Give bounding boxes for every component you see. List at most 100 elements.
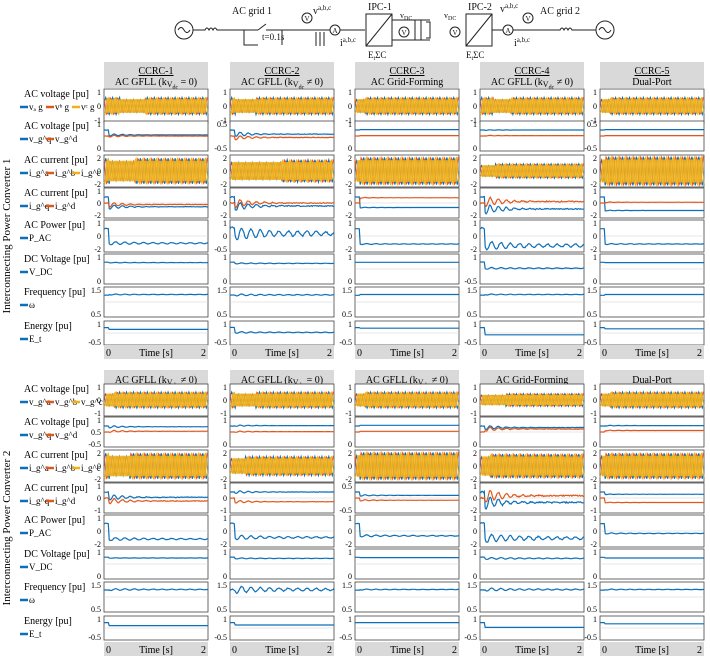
subplot: 10: [348, 253, 460, 286]
phase-band: [357, 393, 457, 407]
subplot: 1 0 -1: [220, 383, 335, 418]
subplot: 10: [223, 253, 335, 286]
subplot: 1.5 0.5: [217, 581, 335, 614]
row-legend: E_t: [20, 629, 42, 639]
row-legend: V_DC: [20, 562, 53, 572]
phase-band: [232, 162, 332, 180]
phase-trace: [103, 391, 209, 409]
y-tick-label: -2: [590, 475, 597, 484]
y-tick-label: 2: [348, 449, 352, 458]
y-tick-label: 1: [473, 320, 477, 329]
q-axis-trace: [229, 497, 335, 504]
row-title-label: AC voltage [pu]: [24, 121, 89, 132]
subplot: 1 0 -2: [220, 514, 335, 549]
subplot: 1 0 -1: [590, 383, 705, 418]
row-legend: v_g^q v_g^d: [20, 430, 78, 440]
y-tick-label: 1: [473, 253, 477, 262]
subplot: 1 0 -2: [470, 219, 585, 254]
y-tick-label: 1: [348, 548, 352, 557]
phase-band: [357, 455, 457, 477]
d-axis-trace: [355, 424, 459, 427]
y-tick-label: 1.5: [217, 286, 227, 295]
phase-band: [357, 160, 457, 182]
phase-band: [357, 99, 457, 113]
y-tick-label: 0: [223, 494, 227, 503]
y-tick-label: -2: [220, 180, 227, 189]
y-tick-label: 1: [593, 88, 597, 97]
y-tick-label: 0.5: [217, 605, 227, 614]
subplot: 1 -0.5: [584, 320, 705, 347]
y-tick-label: 1: [223, 548, 227, 557]
signal-trace: [230, 622, 334, 626]
y-tick-label: 1: [348, 253, 352, 262]
y-tick-label: -1: [220, 409, 227, 418]
subplot: 1.5 0.5: [467, 581, 585, 614]
subplot: 1 0 -2: [220, 187, 335, 220]
control-mode-text: Dual-Port: [632, 77, 672, 88]
subplot: 10: [348, 120, 460, 153]
row-title-label: Energy [pu]: [24, 321, 72, 332]
y-tick-label: 0: [593, 199, 597, 208]
y-tick-label: 1.5: [467, 581, 477, 590]
signal-trace: [599, 523, 704, 535]
y-tick-label: -0.5: [584, 633, 597, 642]
y-tick-label: 0: [348, 232, 352, 241]
y-tick-label: -2: [345, 211, 352, 220]
y-tick-label: -2: [94, 540, 101, 549]
y-tick-label: 1: [223, 514, 227, 523]
row-title-label: DC Voltage [pu]: [24, 254, 90, 265]
phase-trace: [354, 391, 460, 409]
control-mode-text: Dual-Port: [632, 375, 672, 386]
control-mode-text: AC GFLL (k: [491, 77, 543, 88]
y-tick-label: 2: [223, 154, 227, 163]
subplot: 1 0 -1: [345, 88, 460, 125]
row-legend: ω: [20, 300, 35, 310]
time-axis-bg: [104, 642, 208, 656]
subplot: 1 0 -1: [220, 88, 335, 125]
row-legend: E_t: [20, 334, 42, 344]
y-tick-label: 0.5: [467, 310, 477, 319]
y-tick-label: 1: [593, 320, 597, 329]
phase-trace: [599, 96, 705, 116]
y-tick-label: 1: [97, 88, 101, 97]
y-tick-label: 0.5: [91, 428, 101, 437]
control-mode-text: AC Grid-Forming: [496, 375, 569, 386]
legend-label: i_g^q: [29, 496, 50, 506]
y-tick-label: -0.5: [214, 338, 227, 347]
kvdc-subscript: dc: [172, 85, 178, 91]
row-legend: P_AC: [20, 233, 51, 243]
y-tick-label: 1: [348, 416, 352, 425]
y-tick-label: 1: [593, 219, 597, 228]
ipc2-diag: [465, 13, 493, 47]
subplot: 0.5 -0.5: [339, 482, 460, 515]
phase-band: [602, 393, 702, 407]
y-tick-label: -2: [345, 245, 352, 254]
column-header-bg: [104, 62, 208, 88]
subplot: 1 -0.5: [464, 253, 585, 286]
legend-label: v_g^a: [29, 397, 51, 407]
y-tick-label: 0: [223, 440, 227, 449]
d-axis-trace: [480, 425, 585, 431]
dc-link: [392, 19, 431, 41]
signal-trace: [355, 588, 460, 591]
d-axis-trace: [103, 490, 209, 501]
y-tick-label: 0: [473, 572, 477, 581]
y-tick-label: 1: [473, 548, 477, 557]
phase-trace: [479, 162, 585, 180]
y-tick-label: 2: [593, 154, 597, 163]
subplot: 10: [473, 416, 585, 449]
d-axis-trace: [230, 424, 334, 427]
d-axis-trace: [600, 424, 704, 427]
subplot: 1 -0.5: [339, 320, 460, 347]
y-tick-label: 1.5: [587, 286, 597, 295]
subplot: 1.5 0.5: [91, 286, 209, 319]
subplot: 1 -0.5: [88, 615, 209, 642]
legend-label: i_g^q: [29, 201, 50, 211]
row-title-label: AC Power [pu]: [24, 220, 85, 231]
y-tick-label: 1: [348, 88, 352, 97]
y-tick-label: 0: [223, 462, 227, 471]
subplot: 1 0 -1: [94, 88, 209, 125]
y-tick-label: 1: [223, 615, 227, 624]
signal-trace: [229, 261, 334, 265]
kvdc-condition: = 0): [304, 375, 323, 386]
